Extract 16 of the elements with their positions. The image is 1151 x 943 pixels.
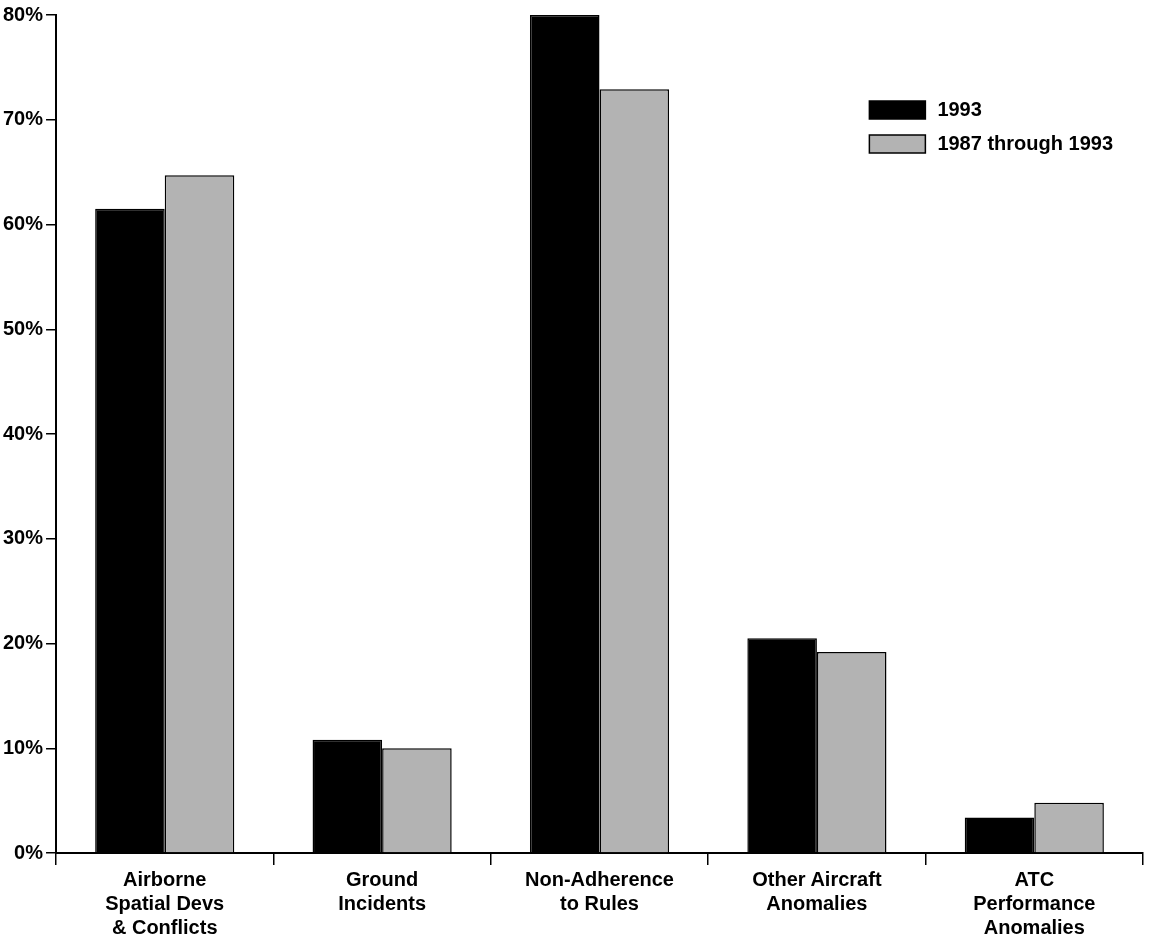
y-tick-label: 80% [3, 2, 44, 25]
y-tick-label: 50% [3, 316, 44, 339]
x-tick-label: Airborne Spatial Devs & Conflicts [105, 867, 225, 938]
y-tick-label: 40% [3, 421, 44, 444]
x-tick-label: Other Aircraft Anomalies [752, 867, 882, 914]
legend-label: 1987 through 1993 [937, 131, 1113, 154]
legend-label: 1993 [937, 97, 982, 120]
y-tick-label: 10% [3, 735, 44, 758]
y-tick-label: 30% [3, 526, 44, 549]
x-tick-label: Ground Incidents [338, 867, 427, 914]
y-tick-label: 0% [14, 840, 44, 863]
y-tick-label: 20% [3, 631, 44, 654]
x-tick-label: ATC Performance Anomalies [973, 867, 1096, 938]
y-tick-label: 70% [3, 107, 44, 130]
x-tick-label: Non-Adherence to Rules [525, 867, 674, 914]
y-tick-label: 60% [3, 212, 44, 235]
